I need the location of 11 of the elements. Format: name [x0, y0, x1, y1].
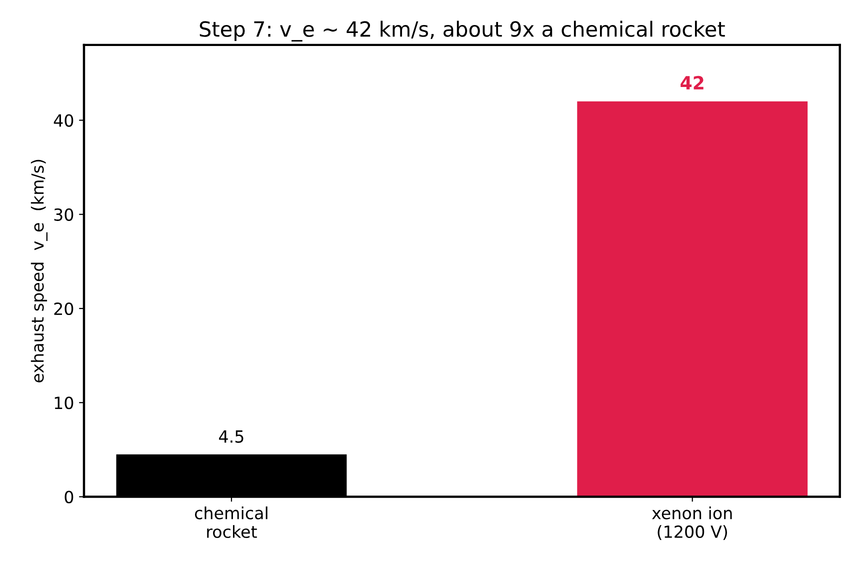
y-tick-label: 40: [54, 114, 74, 127]
y-axis-title: exhaust speed v_e (km/s): [30, 160, 48, 382]
chart-title: Step 7: v_e ~ 42 km/s, about 9x a chemical rocket: [200, 20, 725, 42]
y-tick-label: 0: [64, 490, 74, 504]
y-tick-label: 10: [54, 396, 74, 410]
y-tick-label: 30: [54, 208, 74, 221]
x-tick-label: xenon ion (1200 V): [652, 506, 732, 540]
x-tick-label: chemical rocket: [194, 506, 268, 538]
data-label: 42: [680, 76, 704, 90]
y-tick-label: 20: [54, 302, 74, 316]
data-label: 4.5: [219, 430, 244, 443]
